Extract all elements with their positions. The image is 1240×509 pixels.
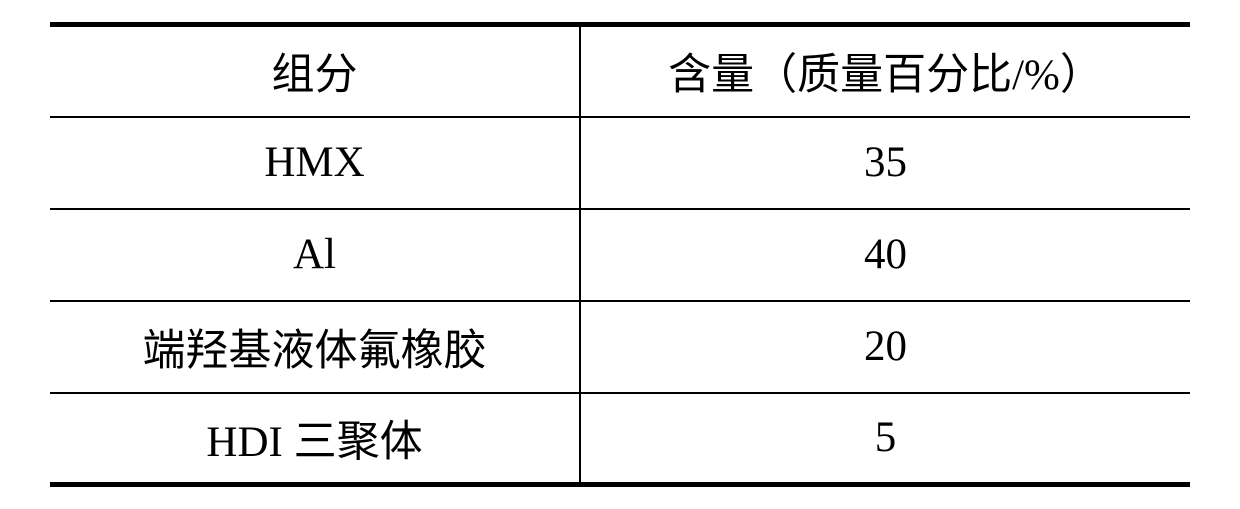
cell-value: 5 [580,393,1190,485]
composition-table: 组分 含量（质量百分比/%） HMX 35 Al 40 端羟基液体氟橡胶 20 … [50,22,1190,487]
cell-value: 20 [580,301,1190,393]
col-header-component: 组分 [50,25,580,117]
table-row: Al 40 [50,209,1190,301]
table-header-row: 组分 含量（质量百分比/%） [50,25,1190,117]
cell-value: 40 [580,209,1190,301]
cell-component: Al [50,209,580,301]
cell-component: 端羟基液体氟橡胶 [50,301,580,393]
cell-value: 35 [580,117,1190,209]
table-row: HMX 35 [50,117,1190,209]
cell-component: HMX [50,117,580,209]
table-body: HMX 35 Al 40 端羟基液体氟橡胶 20 HDI 三聚体 5 [50,117,1190,485]
cell-component: HDI 三聚体 [50,393,580,485]
table-row: 端羟基液体氟橡胶 20 [50,301,1190,393]
table-row: HDI 三聚体 5 [50,393,1190,485]
col-header-content: 含量（质量百分比/%） [580,25,1190,117]
